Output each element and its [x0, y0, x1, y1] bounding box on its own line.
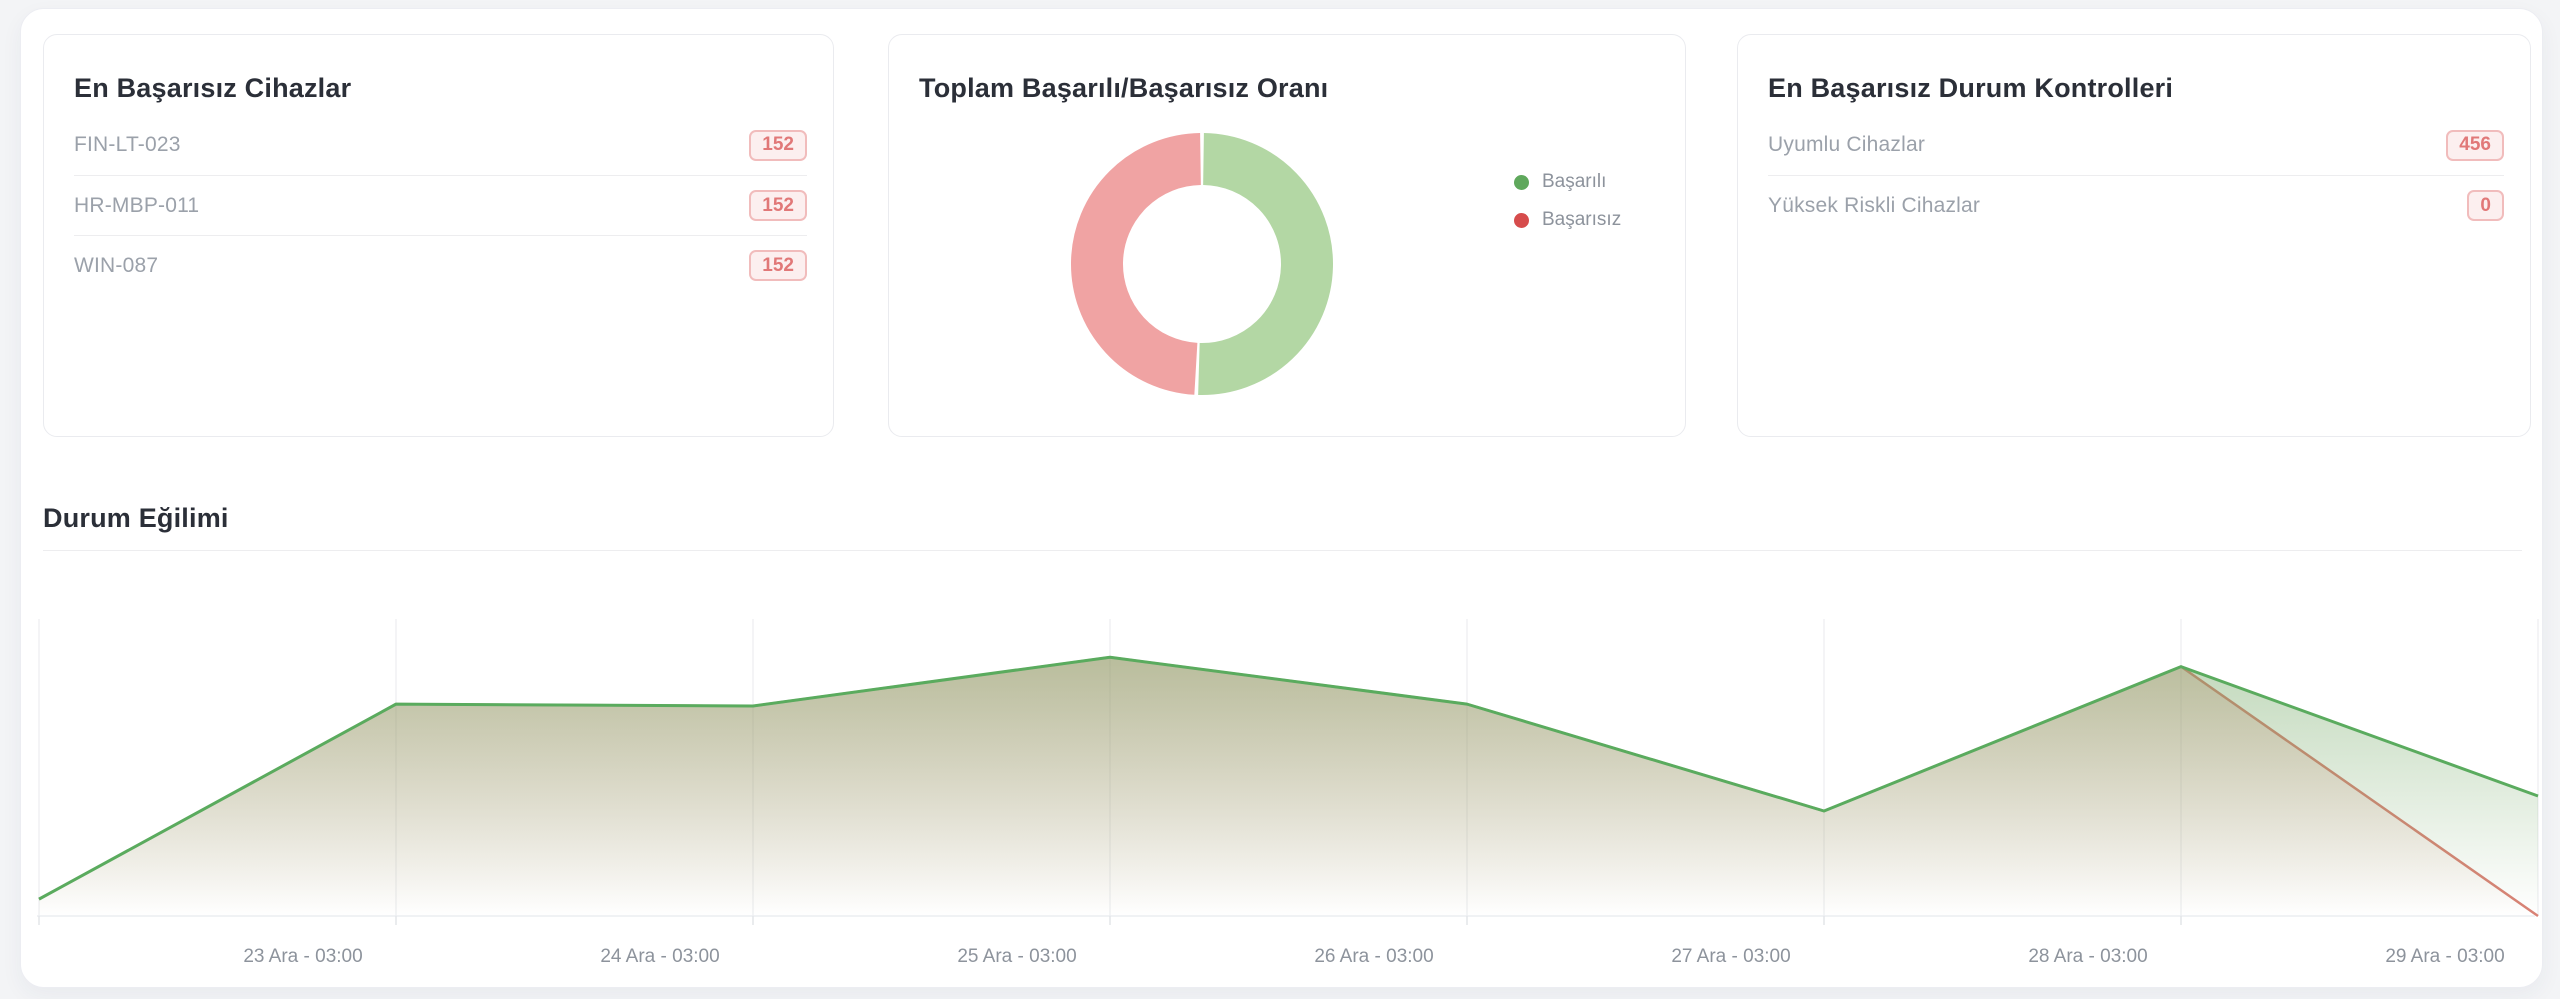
legend-dot-success-icon	[1514, 174, 1529, 190]
svg-text:29 Ara - 03:00: 29 Ara - 03:00	[2385, 946, 2504, 967]
check-label: Yüksek Riskli Cihazlar	[1768, 193, 1981, 217]
device-row: HR-MBP-011 152	[74, 175, 807, 235]
trend-area-chart[interactable]: 23 Ara - 03:00 24 Ara - 03:00 25 Ara - 03:…	[21, 9, 2543, 988]
check-label: Uyumlu Cihazlar	[1768, 133, 1926, 156]
svg-text:23 Ara - 03:00: 23 Ara - 03:00	[243, 946, 362, 967]
check-row: Uyumlu Cihazlar 456	[1768, 115, 2504, 175]
svg-text:26 Ara - 03:00: 26 Ara - 03:00	[1314, 946, 1433, 967]
device-label: HR-MBP-011	[74, 193, 200, 217]
count-badge: 152	[749, 190, 807, 221]
device-row: FIN-LT-023 152	[74, 115, 807, 175]
section-divider	[43, 550, 2522, 551]
legend-label: Başarılı	[1542, 171, 1607, 192]
legend-item-fail[interactable]: Başarısız	[1514, 207, 1621, 233]
device-label: FIN-LT-023	[74, 133, 181, 156]
count-badge: 152	[749, 250, 807, 281]
trend-section-title: Durum Eğilimi	[43, 503, 229, 533]
svg-text:25 Ara - 03:00: 25 Ara - 03:00	[957, 946, 1076, 967]
check-row: Yüksek Riskli Cihazlar 0	[1768, 175, 2504, 235]
device-list: FIN-LT-023 152 HR-MBP-011 152 WIN-087 15…	[74, 115, 807, 295]
svg-text:27 Ara - 03:00: 27 Ara - 03:00	[1671, 946, 1790, 967]
card-most-failed-devices: En Başarısız Cihazlar FIN-LT-023 152 HR-…	[43, 34, 834, 437]
card-title: En Başarısız Durum Kontrolleri	[1768, 73, 2174, 103]
dashboard-panel: En Başarısız Cihazlar FIN-LT-023 152 HR-…	[20, 8, 2543, 988]
card-title: Toplam Başarılı/Başarısız Oranı	[919, 73, 1329, 103]
card-title: En Başarısız Cihazlar	[74, 73, 352, 103]
count-badge: 456	[2446, 129, 2504, 161]
svg-text:28 Ara - 03:00: 28 Ara - 03:00	[2028, 946, 2147, 967]
legend-item-success[interactable]: Başarılı	[1514, 169, 1621, 195]
count-badge: 152	[749, 129, 807, 161]
donut-chart[interactable]	[1062, 124, 1342, 404]
card-most-failed-checks: En Başarısız Durum Kontrolleri Uyumlu Ci…	[1737, 34, 2531, 437]
check-list: Uyumlu Cihazlar 456 Yüksek Riskli Cihazl…	[1768, 115, 2504, 235]
device-label: WIN-087	[74, 253, 159, 277]
legend-label: Başarısız	[1542, 209, 1622, 230]
chart-legend: Başarılı Başarısız	[1514, 169, 1621, 233]
device-row: WIN-087 152	[74, 235, 807, 295]
legend-dot-fail-icon	[1514, 212, 1529, 228]
card-success-fail-ratio: Toplam Başarılı/Başarısız Oranı Başarılı…	[888, 34, 1686, 437]
svg-text:24 Ara - 03:00: 24 Ara - 03:00	[600, 946, 719, 967]
count-badge: 0	[2467, 190, 2504, 221]
